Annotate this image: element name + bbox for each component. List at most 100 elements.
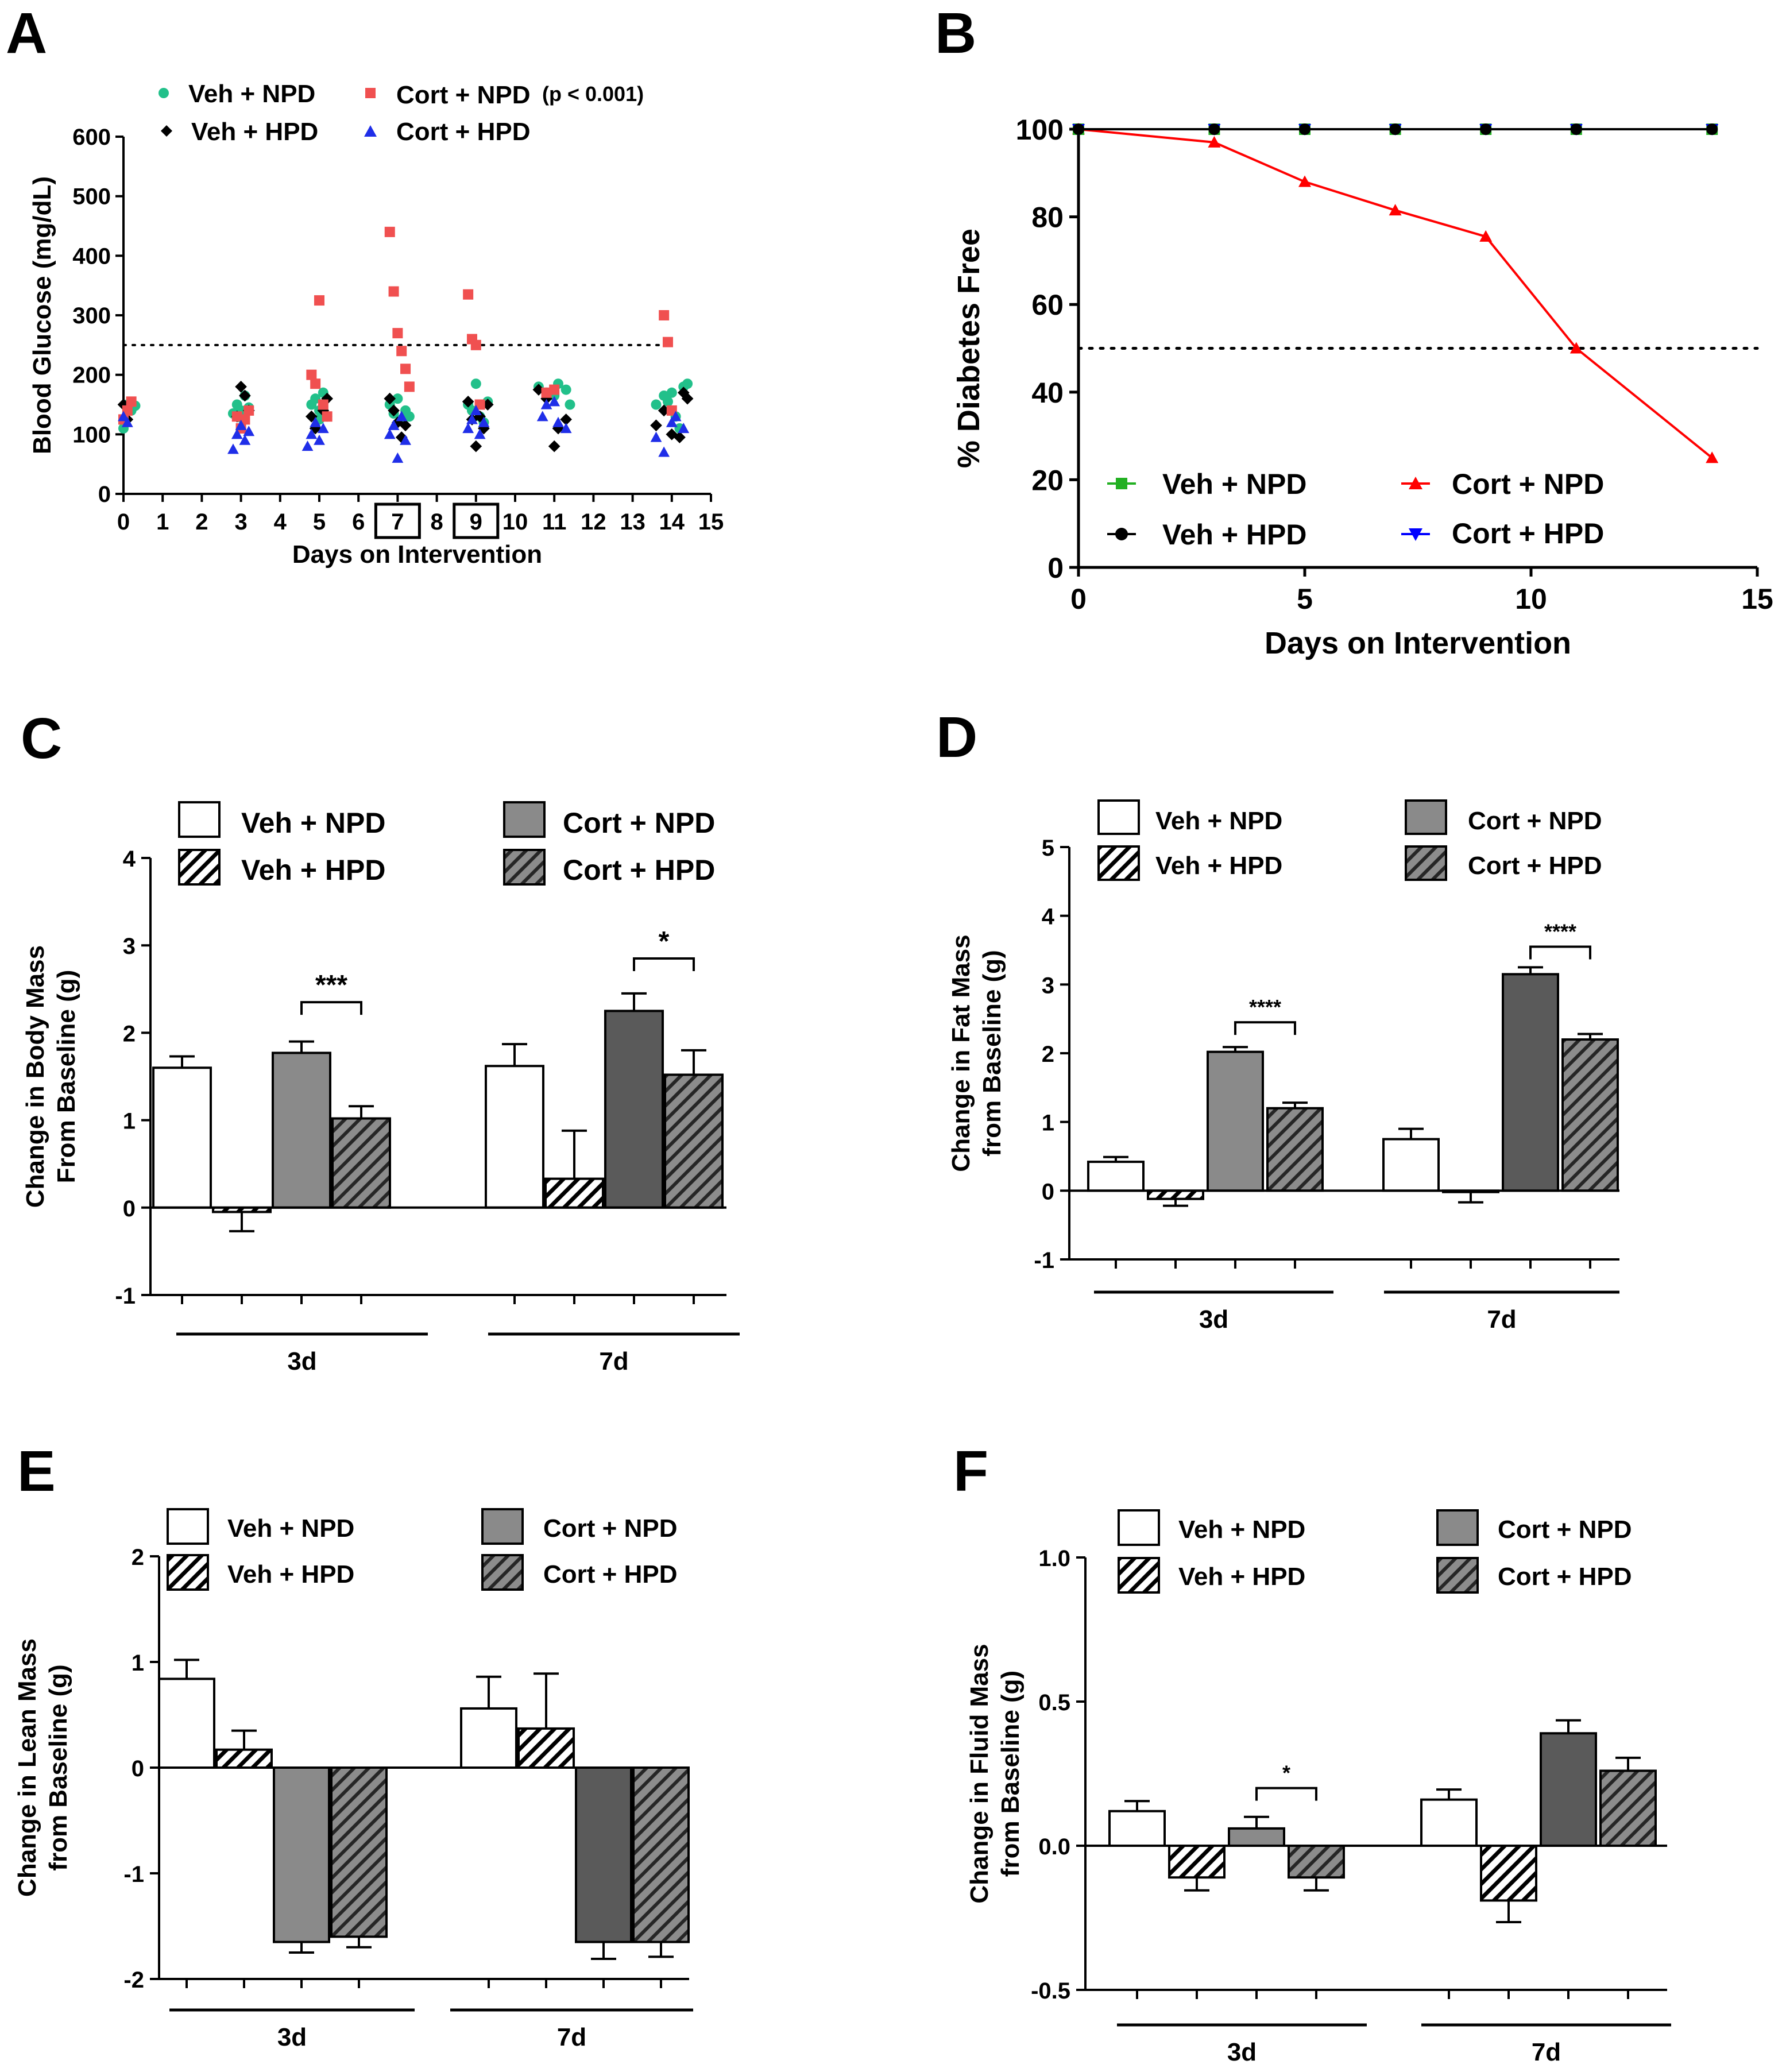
a-point	[463, 289, 474, 300]
b-point	[1208, 123, 1220, 135]
panel-f: F Veh + NPD Cort + NPD Veh + HPD Cort + …	[953, 1439, 1671, 2066]
d-group-label: 7d	[1487, 1305, 1516, 1333]
f-y-tick-label: 0.5	[1038, 1690, 1070, 1715]
a-point	[126, 396, 137, 407]
a-point	[384, 392, 396, 405]
panel-b-label: B	[935, 1, 976, 65]
c-y-tick-label: 0	[123, 1196, 136, 1221]
a-point	[552, 416, 564, 427]
c-bar	[152, 1066, 212, 1209]
a-y-tick-label: 500	[72, 184, 111, 210]
a-point	[306, 428, 318, 439]
d-y-tick-label: 4	[1042, 904, 1055, 930]
panel-c-label: C	[21, 706, 62, 771]
legend-e-veh-npd-swatch	[167, 1508, 209, 1545]
b-point	[1389, 123, 1401, 135]
legend-e-cort-npd-swatch	[481, 1508, 524, 1545]
legend-cort-hpd-marker	[364, 125, 377, 137]
a-x-tick-label: 13	[620, 509, 645, 535]
legend-b-veh-hpd-label: Veh + HPD	[1162, 519, 1307, 551]
a-point	[392, 393, 403, 404]
panel-e-label: E	[17, 1439, 56, 1503]
a-x-tick-label: 9	[470, 509, 482, 535]
a-point	[395, 431, 408, 443]
a-x-tick-label: 8	[430, 509, 443, 535]
a-point	[314, 434, 325, 445]
panel-d-plot: -1 0 1 2 3 4 5 3d 7d **** **** Change in Fat Mass fr…	[947, 836, 1619, 1333]
legend-f-veh-npd-swatch	[1118, 1509, 1160, 1546]
e-y-tick-label: 2	[132, 1545, 144, 1570]
a-point	[388, 404, 400, 417]
a-point	[560, 413, 573, 426]
legend-f-veh-npd-label: Veh + NPD	[1178, 1516, 1305, 1544]
b-point	[1389, 204, 1402, 216]
a-point	[666, 387, 677, 398]
f-y-tick-label: 0.0	[1038, 1834, 1070, 1860]
a-point	[540, 392, 552, 405]
legend-b-veh-npd-marker	[1116, 478, 1127, 489]
legend-c-veh-hpd-swatch	[178, 849, 221, 886]
b-point	[1073, 123, 1084, 135]
a-point	[662, 337, 673, 347]
d-y-axis-title: Change in Fat Mass	[947, 934, 975, 1172]
legend-d-cort-hpd-swatch	[1405, 845, 1447, 881]
legend-e-cort-hpd-label: Cort + HPD	[543, 1560, 677, 1588]
a-point	[565, 399, 575, 410]
f-group-label: 7d	[1532, 2038, 1561, 2066]
e-y-tick-label: -1	[123, 1862, 144, 1887]
b-y-tick-label: 40	[1031, 377, 1064, 409]
d-y-tick-label: 2	[1042, 1042, 1054, 1067]
b-point	[1480, 123, 1492, 135]
c-y-tick-label: 2	[123, 1021, 136, 1046]
legend-c-cort-npd-swatch	[503, 801, 546, 838]
f-y-axis-title: Change in Fluid Mass	[965, 1644, 993, 1903]
b-point	[1299, 123, 1310, 135]
c-y-axis-title: Change in Body Mass	[21, 945, 49, 1208]
legend-b-veh-hpd-marker	[1115, 528, 1128, 540]
panel-a-label: A	[6, 1, 47, 65]
panel-d-label: D	[936, 705, 977, 770]
a-point	[662, 396, 673, 407]
legend-veh-hpd-label: Veh + HPD	[191, 118, 318, 146]
a-point	[388, 419, 400, 430]
a-point	[650, 419, 662, 432]
panel-d: D Veh + NPD Cort + NPD Veh + HPD Cort + …	[936, 705, 1619, 1333]
a-y-tick-label: 400	[72, 243, 111, 269]
a-point	[470, 378, 481, 389]
e-group-label: 3d	[277, 2023, 307, 2051]
d-y-tick-label: 0	[1042, 1179, 1054, 1204]
a-point	[548, 440, 560, 453]
legend-veh-hpd-marker	[161, 125, 172, 137]
legend-c-veh-npd-swatch	[178, 801, 221, 838]
d-bar	[1207, 1050, 1264, 1192]
b-point	[1479, 230, 1493, 242]
a-point	[227, 443, 239, 454]
a-point	[243, 426, 255, 436]
e-bar	[632, 1766, 690, 1943]
legend-c-cort-hpd-swatch	[503, 849, 546, 886]
a-point	[666, 416, 678, 427]
panel-f-plot: -0.5 0.0 0.5 1.0 3d 7d * Change in Fluid Mass fr…	[965, 1546, 1671, 2066]
legend-c-veh-hpd-label: Veh + HPD	[241, 854, 386, 886]
f-group-label: 3d	[1227, 2038, 1257, 2066]
a-point	[400, 364, 411, 374]
a-point	[658, 446, 670, 457]
d-bar	[1502, 973, 1559, 1192]
a-point	[536, 411, 548, 422]
c-significance-bracket	[633, 957, 695, 972]
legend-f-cort-npd-label: Cort + NPD	[1498, 1516, 1632, 1544]
a-point	[392, 328, 403, 339]
a-x-tick-label: 12	[581, 509, 606, 535]
legend-cort-npd-label: Cort + NPD	[396, 81, 530, 109]
d-significance-label: ****	[1544, 920, 1576, 944]
a-point	[466, 413, 478, 424]
legend-e-cort-hpd-swatch	[481, 1554, 524, 1591]
b-x-tick-label: 15	[1741, 583, 1773, 615]
a-x-tick-label: 7	[391, 509, 404, 535]
a-y-tick-label: 0	[98, 482, 111, 507]
panel-e: E Veh + NPD Cort + NPD Veh + HPD Cort + …	[13, 1439, 693, 2051]
a-point	[306, 369, 317, 380]
legend-b-cort-hpd-marker	[1409, 528, 1422, 541]
a-point	[392, 452, 404, 463]
